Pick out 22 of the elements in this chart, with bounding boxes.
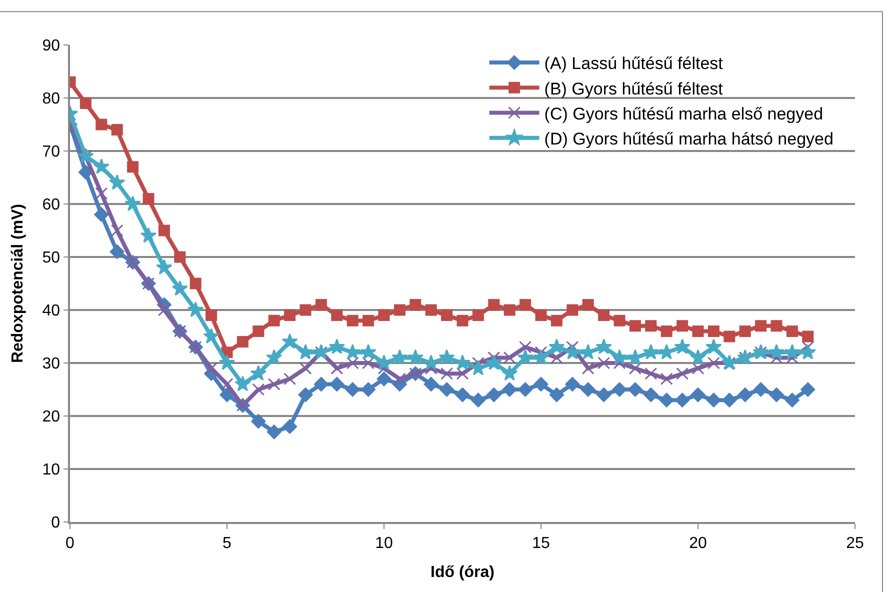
legend-label: (C) Gyors hűtésű marha első negyed — [544, 104, 824, 124]
y-axis-title: Redoxpotenciál (mV) — [10, 204, 27, 364]
x-tick-label: 20 — [689, 534, 707, 552]
x-tick-label: 15 — [532, 534, 550, 552]
x-tick-label: 0 — [66, 534, 75, 552]
y-tick-label: 50 — [42, 250, 60, 267]
y-tick-label: 30 — [42, 356, 60, 373]
legend-label: (D) Gyors hűtésű marha hátsó negyed — [544, 129, 834, 148]
legend-label: (A) Lassú hűtésű féltest — [544, 54, 724, 74]
x-tick-label: 10 — [375, 534, 393, 552]
y-tick-label: 40 — [42, 302, 60, 320]
y-tick-label: 80 — [42, 90, 60, 108]
y-tick-label: 20 — [42, 408, 60, 426]
y-tick-label: 0 — [51, 514, 60, 532]
legend-label: (B) Gyors hűtésű féltest — [544, 79, 724, 98]
y-tick-label: 90 — [42, 38, 60, 55]
x-axis-title: Idő (óra) — [430, 564, 494, 582]
y-tick-label: 70 — [42, 144, 60, 161]
y-tick-label: 10 — [42, 462, 60, 479]
x-tick-label: 5 — [222, 534, 232, 552]
x-tick-label: 25 — [846, 534, 864, 552]
y-tick-label: 60 — [42, 196, 60, 214]
